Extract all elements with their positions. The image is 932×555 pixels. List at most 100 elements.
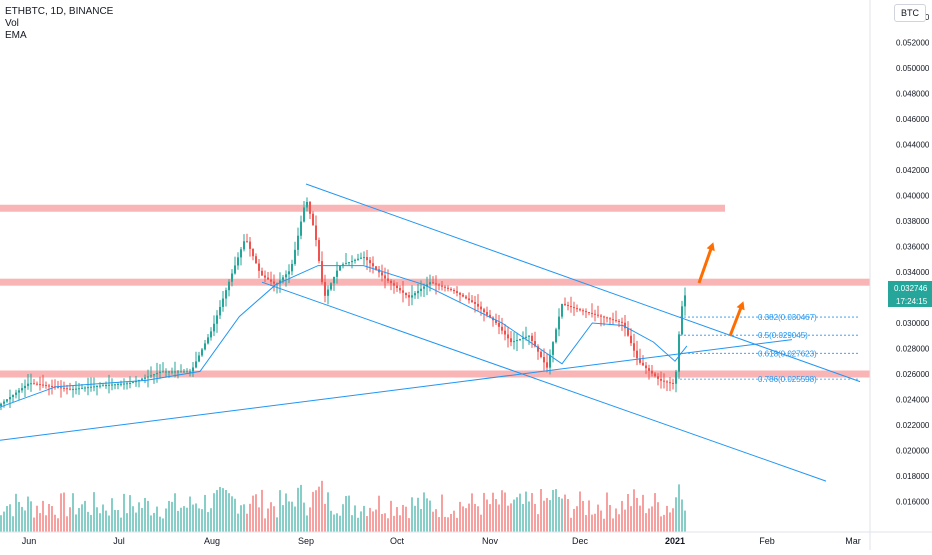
candle-body bbox=[474, 302, 476, 304]
volume-bar bbox=[117, 510, 119, 532]
volume-bar bbox=[459, 501, 461, 532]
volume-bar bbox=[609, 504, 611, 532]
candle-body bbox=[207, 337, 209, 344]
currency-button[interactable]: BTC bbox=[894, 4, 926, 22]
candle-body bbox=[177, 371, 179, 373]
volume-bar bbox=[516, 497, 518, 532]
volume-bar bbox=[234, 498, 236, 532]
candle-body bbox=[447, 287, 449, 289]
price-tick-label: 0.034000 bbox=[896, 268, 930, 277]
volume-bar bbox=[624, 509, 626, 532]
volume-bar bbox=[492, 492, 494, 532]
candle-body bbox=[30, 383, 32, 385]
candle-body bbox=[222, 298, 224, 307]
candle-body bbox=[84, 387, 86, 389]
candle-body bbox=[567, 304, 569, 306]
volume-bar bbox=[672, 508, 674, 532]
candle-body bbox=[102, 385, 104, 387]
volume-bar bbox=[42, 500, 44, 532]
volume-bar bbox=[213, 493, 215, 532]
candle-body bbox=[354, 259, 356, 261]
symbol-label[interactable]: ETHBTC, 1D, BINANCE bbox=[5, 6, 114, 17]
volume-bar bbox=[402, 504, 404, 532]
volume-bar bbox=[315, 490, 317, 532]
candle-body bbox=[375, 266, 377, 270]
candle-body bbox=[684, 295, 686, 307]
candle-body bbox=[126, 383, 128, 385]
volume-bar bbox=[312, 491, 314, 532]
price-tick-label: 0.026000 bbox=[896, 370, 930, 379]
volume-bar bbox=[669, 512, 671, 532]
price-tick-label: 0.038000 bbox=[896, 217, 930, 226]
candle-body bbox=[261, 270, 263, 276]
price-tick-label: 0.046000 bbox=[896, 115, 930, 124]
last-price-badge[interactable] bbox=[888, 280, 932, 294]
volume-bar bbox=[243, 504, 245, 532]
volume-bar bbox=[150, 515, 152, 532]
price-tick-label: 0.028000 bbox=[896, 345, 930, 354]
volume-bar bbox=[165, 508, 167, 532]
volume-bar bbox=[90, 514, 92, 532]
candle-body bbox=[645, 365, 647, 369]
volume-bar bbox=[231, 496, 233, 532]
volume-label[interactable]: Vol bbox=[5, 18, 19, 29]
candle-body bbox=[636, 350, 638, 359]
support-resistance-zone[interactable] bbox=[0, 278, 870, 286]
volume-bar bbox=[282, 505, 284, 532]
candle-body bbox=[171, 371, 173, 373]
countdown-badge bbox=[888, 293, 932, 307]
candle-body bbox=[15, 392, 17, 395]
candle-body bbox=[501, 326, 503, 331]
volume-bar bbox=[237, 513, 239, 532]
time-tick-label: Oct bbox=[390, 536, 405, 546]
candle-body bbox=[219, 306, 221, 316]
channel-lower-trendline[interactable] bbox=[261, 281, 827, 482]
candle-body bbox=[525, 336, 527, 338]
fib-level-label: 0.618(0.027623) bbox=[758, 349, 817, 358]
volume-bar bbox=[378, 495, 380, 532]
candle-body bbox=[627, 328, 629, 336]
ema-label[interactable]: EMA bbox=[5, 30, 27, 41]
volume-bar bbox=[144, 497, 146, 532]
volume-bar bbox=[678, 484, 680, 532]
fib-level-label: 0.786(0.025598) bbox=[758, 375, 817, 384]
arrow-shaft bbox=[697, 245, 714, 284]
candle-body bbox=[39, 384, 41, 386]
ema-line[interactable] bbox=[0, 265, 688, 410]
candle-body bbox=[27, 383, 29, 386]
volume-bar bbox=[291, 501, 293, 532]
candle-body bbox=[642, 362, 644, 366]
volume-bar bbox=[504, 492, 506, 532]
candle-body bbox=[75, 388, 77, 390]
channel-upper-trendline[interactable] bbox=[305, 183, 861, 383]
volume-bar bbox=[258, 507, 260, 532]
volume-bar bbox=[366, 516, 368, 532]
volume-bar bbox=[129, 495, 131, 532]
volume-bar bbox=[414, 505, 416, 532]
volume-bar bbox=[183, 506, 185, 532]
support-resistance-zone[interactable] bbox=[0, 204, 725, 212]
volume-bar bbox=[330, 510, 332, 532]
candle-body bbox=[270, 279, 272, 282]
volume-bar bbox=[570, 517, 572, 532]
volume-bar bbox=[483, 492, 485, 532]
support-resistance-zone[interactable] bbox=[0, 370, 870, 378]
volume-bar bbox=[225, 489, 227, 532]
volume-bar bbox=[15, 493, 17, 532]
candle-body bbox=[297, 235, 299, 250]
volume-bar bbox=[612, 518, 614, 532]
volume-bar bbox=[357, 517, 359, 532]
volume-bar bbox=[627, 493, 629, 532]
candle-body bbox=[114, 384, 116, 386]
time-tick-label: 2021 bbox=[665, 536, 685, 546]
volume-bar bbox=[393, 515, 395, 532]
rising-trendline[interactable] bbox=[0, 339, 793, 441]
countdown-label: 17:24:15 bbox=[896, 297, 928, 306]
candle-body bbox=[480, 306, 482, 310]
candle-body bbox=[669, 382, 671, 384]
candle-body bbox=[198, 355, 200, 362]
candle-body bbox=[531, 335, 533, 342]
volume-bar bbox=[327, 492, 329, 532]
